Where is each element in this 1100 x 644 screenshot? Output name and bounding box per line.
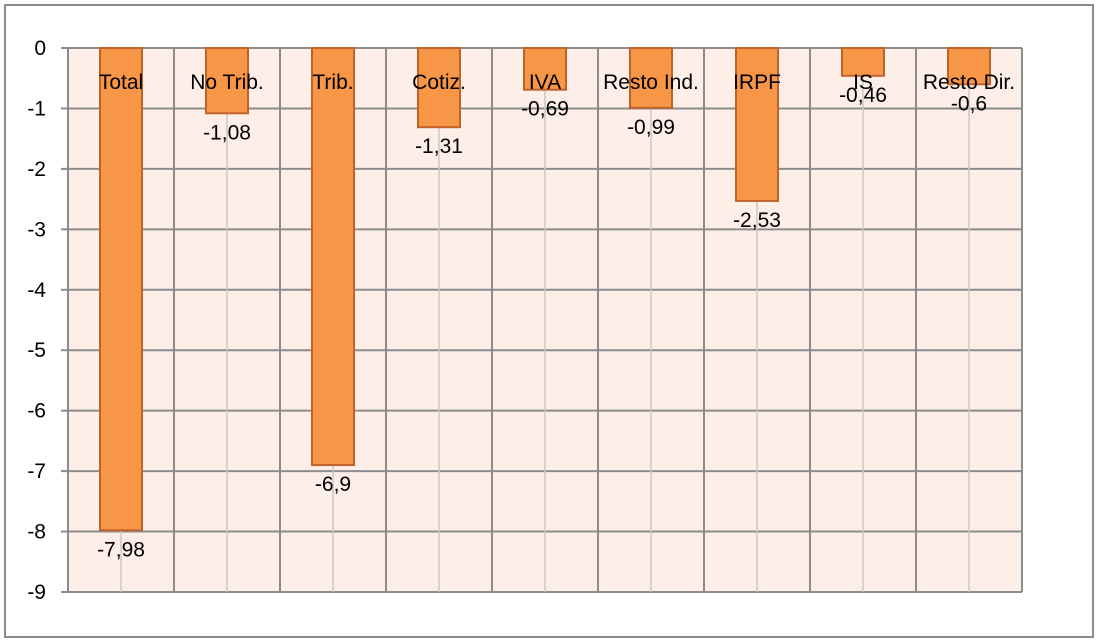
y-tick-label: 0	[34, 37, 46, 60]
data-label: -6,9	[315, 473, 351, 496]
category-label: No Trib.	[190, 71, 264, 94]
bar	[311, 47, 355, 467]
data-label: -0,46	[839, 84, 887, 107]
y-tick-label: -6	[27, 400, 46, 423]
y-tick-label: -9	[27, 581, 46, 604]
bar	[735, 47, 779, 202]
y-tick-label: -4	[27, 279, 46, 302]
y-tick-label: -5	[27, 339, 46, 362]
category-label: IVA	[529, 71, 561, 94]
bar	[523, 47, 567, 91]
data-label: -0,6	[951, 92, 987, 115]
y-tick-label: -7	[27, 460, 46, 483]
category-label: Resto Dir.	[923, 71, 1015, 94]
category-label: IRPF	[733, 71, 781, 94]
y-tick-label: -8	[27, 521, 46, 544]
bar	[99, 47, 143, 532]
data-label: -0,69	[521, 98, 569, 121]
category-label: Total	[99, 71, 143, 94]
bar	[205, 47, 249, 115]
data-label: -1,08	[203, 121, 251, 144]
y-tick-label: -2	[27, 158, 46, 181]
y-tick-label: -3	[27, 218, 46, 241]
category-label: IS	[853, 71, 873, 94]
category-label: Trib.	[312, 71, 353, 94]
bar	[947, 47, 991, 86]
data-label: -0,99	[627, 116, 675, 139]
y-tick-label: -1	[27, 97, 46, 120]
data-label: -1,31	[415, 135, 463, 158]
category-label: Resto Ind.	[603, 71, 699, 94]
data-label: -7,98	[97, 538, 145, 561]
bar	[841, 47, 885, 77]
bar	[417, 47, 461, 129]
data-label: -2,53	[733, 209, 781, 232]
category-label: Cotiz.	[412, 71, 466, 94]
bar	[629, 47, 673, 109]
